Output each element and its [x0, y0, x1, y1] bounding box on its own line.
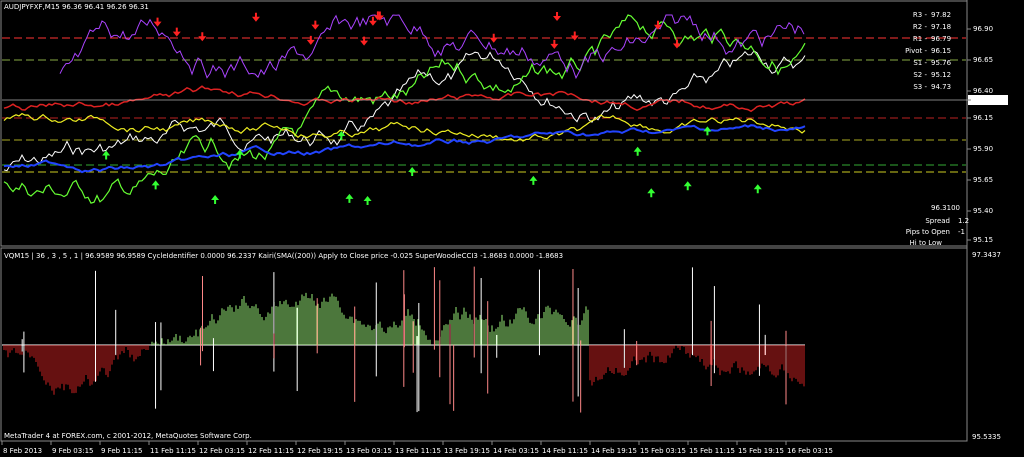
chart-header: AUDJPYFXF,M15 96.36 96.41 96.26 96.31: [4, 3, 149, 11]
date-label: 8 Feb 2013: [3, 447, 42, 455]
date-label: 15 Feb 03:15: [640, 447, 686, 455]
pivot-value: 97.18: [931, 23, 951, 31]
pivot-label: S3 -: [913, 83, 927, 91]
price-line: [3, 85, 806, 113]
info-price: 96.3100: [931, 204, 960, 212]
arrow: [306, 35, 315, 45]
price-line: [3, 124, 806, 174]
price-line: [3, 112, 806, 142]
date-label: 14 Feb 03:15: [493, 447, 539, 455]
arrow: [345, 193, 354, 203]
date-label: 12 Feb 19:15: [297, 447, 343, 455]
arrow: [375, 11, 384, 21]
date-label: 9 Feb 11:15: [101, 447, 142, 455]
pips-value: -1: [958, 228, 965, 236]
pivot-label: Pivot -: [905, 47, 927, 55]
arrow: [153, 17, 162, 27]
price-plots: [2, 11, 966, 413]
date-label: 15 Feb 11:15: [689, 447, 735, 455]
arrow: [529, 175, 538, 185]
arrow: [172, 27, 181, 37]
arrow: [251, 12, 260, 22]
price-line: [3, 50, 806, 172]
date-label: 12 Feb 03:15: [199, 447, 245, 455]
arrow: [211, 194, 220, 204]
price-tick-label: 96.15: [973, 114, 993, 122]
footer: MetaTrader 4 at FOREX.com, c 2001-2012, …: [4, 432, 252, 440]
date-label: 15 Feb 19:15: [738, 447, 784, 455]
pivot-value: 95.76: [931, 59, 952, 67]
date-label: 14 Feb 19:15: [591, 447, 637, 455]
price-tick-label: 95.90: [973, 145, 993, 153]
indicator-header: VQM15 | 36 , 3 , 5 , 1 | 96.9589 96.9589…: [4, 252, 563, 260]
date-label: 14 Feb 11:15: [542, 447, 588, 455]
date-label: 11 Feb 11:15: [150, 447, 196, 455]
pivot-label: R2 -: [913, 23, 928, 31]
arrow: [633, 146, 642, 156]
date-label: 13 Feb 03:15: [346, 447, 392, 455]
pivot-label: R3 -: [913, 11, 928, 19]
arrow: [550, 39, 559, 49]
arrow: [703, 126, 712, 136]
pivot-value: 97.82: [931, 11, 951, 19]
arrow: [363, 195, 372, 205]
pivot-value: 95.12: [931, 71, 951, 79]
arrow: [311, 20, 320, 30]
hilo-label: Hi to Low: [910, 239, 943, 247]
price-line: [3, 14, 806, 204]
arrow: [368, 16, 377, 26]
arrow: [360, 36, 369, 46]
date-label: 12 Feb 11:15: [248, 447, 294, 455]
arrow: [337, 131, 346, 141]
pivot-label: S1 -: [913, 59, 927, 67]
price-line: [59, 14, 805, 80]
price-tick-label: 95.15: [973, 236, 993, 244]
pivot-label: S2 -: [913, 71, 927, 79]
price-tick-label: 96.65: [973, 56, 993, 64]
arrow: [408, 166, 417, 176]
current-price-box: [968, 95, 1008, 105]
price-tick-label: 96.31: [973, 96, 993, 104]
arrow: [647, 188, 656, 198]
arrow: [683, 181, 692, 191]
spread-label: Spread: [925, 217, 950, 225]
pivot-value: 96.79: [931, 35, 951, 43]
price-tick-label: 95.40: [973, 207, 993, 215]
arrow: [672, 39, 681, 49]
arrow: [753, 184, 762, 194]
arrow: [102, 150, 111, 160]
date-label: 16 Feb 03:15: [787, 447, 833, 455]
pips-label: Pips to Open: [906, 228, 950, 236]
arrow: [653, 20, 662, 30]
price-tick-label: 96.90: [973, 25, 993, 33]
arrow: [553, 12, 562, 22]
price-tick-label: 96.40: [973, 87, 993, 95]
arrow: [570, 31, 579, 41]
pivot-value: 96.15: [931, 47, 951, 55]
price-tick-label: 95.65: [973, 176, 993, 184]
date-label: 13 Feb 19:15: [444, 447, 490, 455]
indicator-axis-top: 97.3437: [972, 251, 1001, 259]
arrow: [235, 149, 244, 159]
pivot-value: 94.73: [931, 83, 951, 91]
date-label: 13 Feb 11:15: [395, 447, 441, 455]
pivot-label: R1 -: [913, 35, 928, 43]
arrow: [151, 180, 160, 190]
arrow: [198, 32, 207, 42]
date-label: 9 Feb 03:15: [52, 447, 93, 455]
arrow: [489, 33, 498, 43]
spread-value: 1.2: [958, 217, 969, 225]
indicator-axis-bottom: 95.5335: [972, 433, 1001, 441]
